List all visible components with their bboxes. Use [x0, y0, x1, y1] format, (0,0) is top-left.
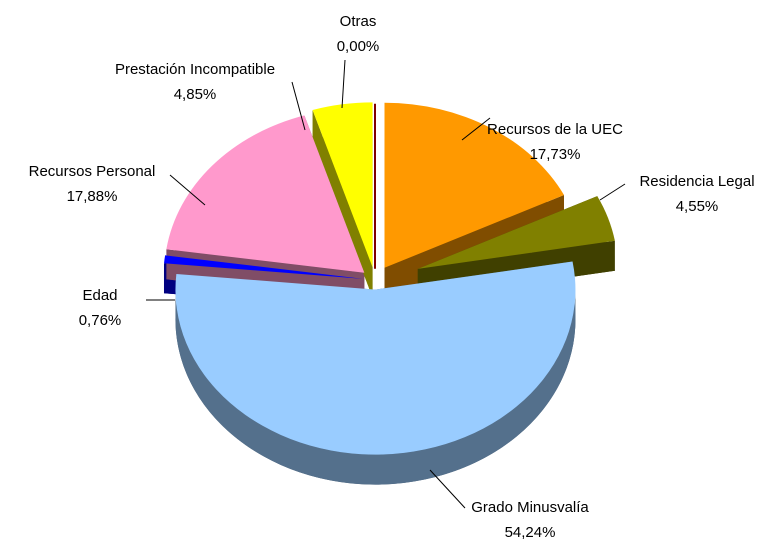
slice-value-label: 0,00% — [337, 38, 380, 55]
leader-line — [599, 183, 626, 201]
slice-label: Edad — [82, 287, 117, 304]
slice — [312, 102, 373, 268]
slice-value-label: 54,24% — [505, 524, 556, 541]
slice-label: Residencia Legal — [639, 173, 754, 190]
leader-line — [461, 117, 491, 141]
slice — [417, 196, 615, 269]
leader-line — [341, 59, 346, 109]
slice-label: Recursos de la UEC — [487, 121, 623, 138]
slice-value-label: 4,85% — [174, 86, 217, 103]
slice-cut — [312, 109, 373, 298]
slice — [384, 102, 564, 268]
leader-line — [291, 81, 306, 131]
slice — [166, 115, 365, 273]
slice — [163, 255, 364, 279]
slice-value-label: 17,73% — [530, 146, 581, 163]
slice — [175, 261, 576, 455]
slice-value-label: 0,76% — [79, 312, 122, 329]
slice-label: Grado Minusvalía — [471, 499, 589, 516]
slice-rim — [175, 289, 576, 485]
leader-line — [169, 174, 206, 206]
leader-line — [429, 469, 466, 509]
slice-label: Prestación Incompatible — [115, 61, 275, 78]
slice-label: Recursos Personal — [29, 163, 156, 180]
slice-label: Otras — [340, 13, 377, 30]
slice-value-label: 4,55% — [676, 198, 719, 215]
slice-value-label: 17,88% — [67, 188, 118, 205]
